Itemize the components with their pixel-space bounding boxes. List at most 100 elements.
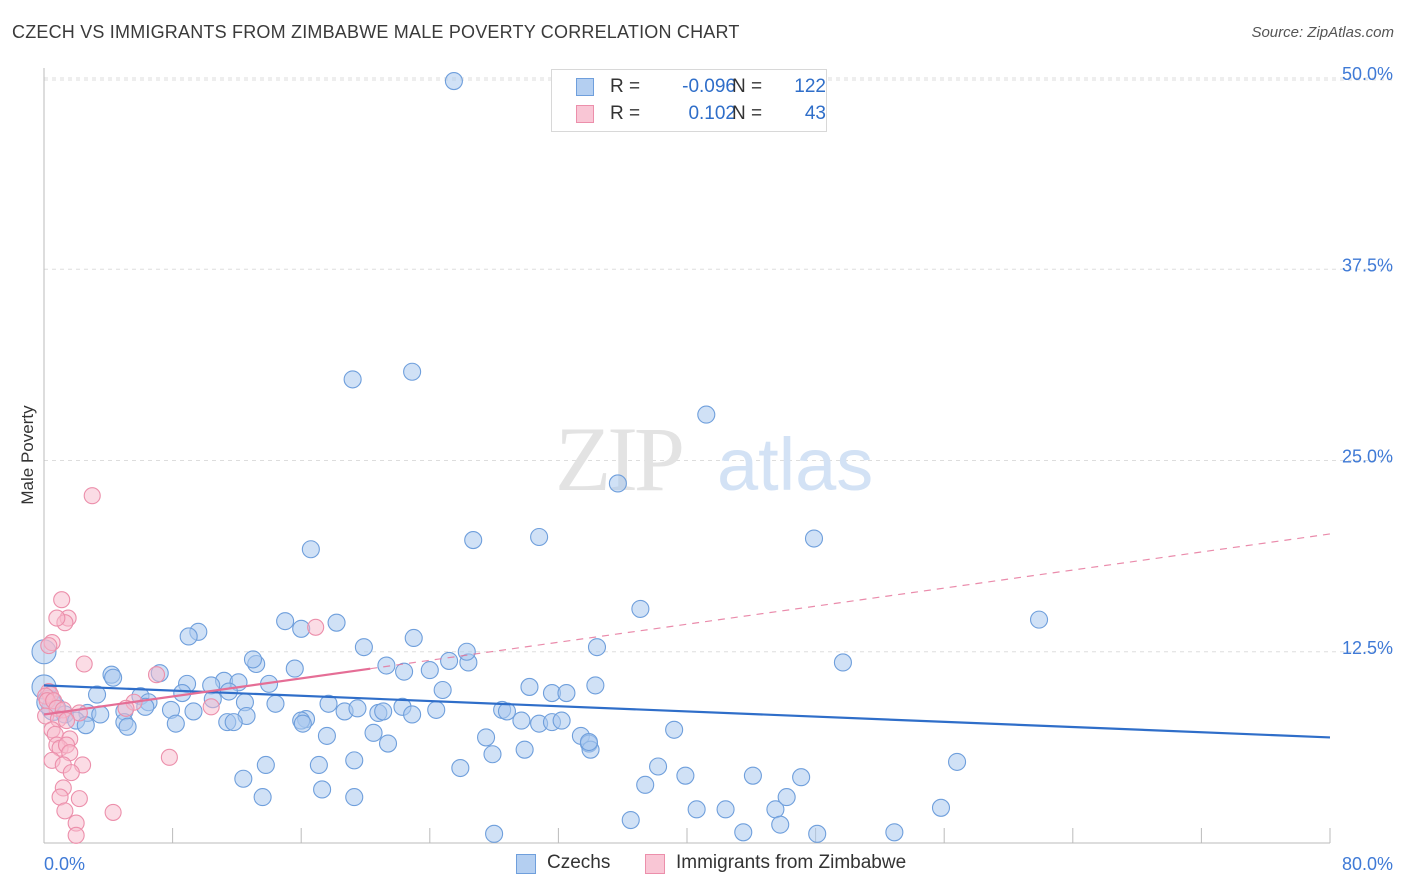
czechs-point [520,677,539,696]
czechs-point [885,823,904,842]
czechs-point [808,824,827,843]
y-tick-label: 12.5% [1342,638,1393,658]
czechs-point [771,815,790,834]
czechs-point [586,676,605,695]
zimbabwe-point [56,802,74,820]
zimbabwe-point [160,748,178,766]
czechs-point [716,800,735,819]
czechs-point [243,650,263,669]
czechs-point [557,684,576,703]
czechs-point [697,405,716,424]
tick-label-layer: 12.5% 25.0% 37.5% 50.0% 0.0% 80.0% [44,64,1393,874]
czechs-point [552,711,571,730]
czechs-point [317,726,336,745]
czechs-point [293,714,312,733]
bottom-legend-zimbabwe: Immigrants from Zimbabwe [645,852,945,876]
zimbabwe-point [307,618,325,636]
czechs-point [348,699,367,718]
czechs-point [301,540,320,559]
bottom-zimbabwe-swatch [645,854,665,874]
czechs-point [497,702,517,721]
czechs-point [395,662,414,681]
czechs-point [687,800,706,819]
czechs-point [374,702,393,721]
czechs-point [234,769,253,788]
zimbabwe-point [75,655,93,673]
x-tick-label-max: 80.0% [1342,854,1393,874]
zimbabwe-n-label: N = [732,103,763,124]
czechs-point [319,694,338,713]
czechs-point [343,370,362,389]
zimbabwe-point [67,826,85,844]
czechs-point [118,717,137,736]
zimbabwe-point [147,666,166,684]
czechs-point [364,723,383,742]
czechs-point [403,705,422,724]
czechs-point [451,758,470,778]
czechs-point [485,824,504,843]
x-tick-label-min: 0.0% [44,854,85,874]
czechs-r-value: -0.096 [682,76,736,97]
watermark-atlas: atlas [717,423,873,506]
czechs-point [804,529,824,548]
czechs-point [665,720,684,739]
czechs-n-value: 122 [794,76,826,97]
zimbabwe-point [48,609,66,627]
czechs-point [777,788,796,807]
trend-layer [43,533,1331,739]
y-tick-label: 25.0% [1342,447,1393,467]
bottom-zimbabwe-label: Immigrants from Zimbabwe [676,852,907,873]
czechs-point [377,656,396,675]
watermark-zip: ZIP [555,408,682,510]
czechs-trend-line [43,684,1331,739]
czechs-point [433,680,452,700]
czechs-point [184,702,203,721]
series-czechs-points [31,72,1049,843]
zimbabwe-point [53,591,71,609]
czechs-point [579,732,598,752]
czechs-point [104,668,123,687]
czechs-point [512,711,531,730]
czechs-point [420,661,439,680]
source-credit: Source: ZipAtlas.com [1251,24,1394,41]
czechs-point [266,694,285,713]
czechs-point [404,628,423,648]
czechs-point [530,527,549,547]
zimbabwe-point [83,487,101,505]
czechs-point [219,682,238,701]
czechs-point [256,755,275,775]
zimbabwe-point [62,764,80,782]
czechs-point [313,780,332,799]
czechs-point [253,788,272,807]
czechs-point [631,599,650,618]
bottom-legend-czechs: Czechs [516,852,656,876]
czechs-point [608,474,627,493]
czechs-point [931,798,951,817]
czechs-point [345,788,364,807]
czechs-point [403,362,422,381]
czechs-point [743,766,762,785]
czechs-point [676,766,695,785]
zimbabwe-point [70,790,88,808]
czechs-point [285,659,304,678]
czechs-point [636,775,655,794]
czechs-point [587,638,607,657]
czechs-swatch [576,78,594,96]
watermark: ZIP atlas [555,408,873,510]
czechs-point [792,768,811,787]
czechs-point [276,612,295,631]
zimbabwe-point [57,712,76,730]
czechs-point [621,810,640,830]
series-zimbabwe-points [37,487,325,844]
zimbabwe-swatch [576,105,594,123]
grid-layer [44,77,1392,653]
czechs-point [515,740,534,759]
bottom-czechs-label: Czechs [547,852,611,873]
czechs-point [464,531,483,550]
czechs-point [483,745,502,764]
zimbabwe-point [202,698,220,716]
zimbabwe-trend-line-solid [43,667,371,716]
czechs-point [457,642,476,661]
czechs-point [948,752,967,771]
